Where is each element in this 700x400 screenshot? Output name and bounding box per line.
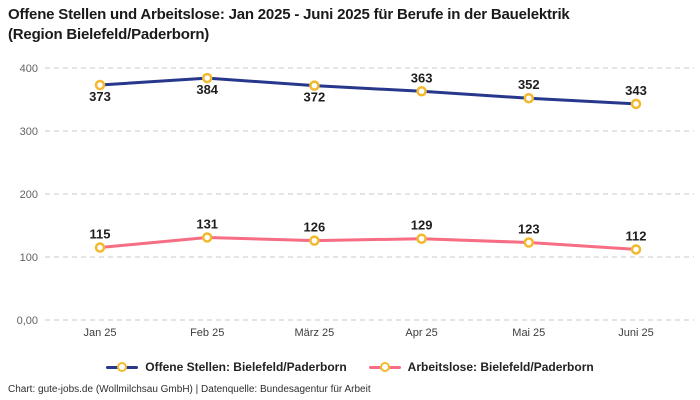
- x-axis-tick-jan-25: Jan 25: [83, 327, 116, 339]
- chart-title: Offene Stellen und Arbeitslose: Jan 2025…: [8, 5, 692, 45]
- legend-label-offene-stellen: Offene Stellen: Bielefeld/Paderborn: [145, 360, 347, 374]
- data-label-arbeitslose-bielefeld-paderborn-apr-25: 129: [411, 218, 433, 233]
- data-label-arbeitslose-bielefeld-paderborn-juni-25: 112: [626, 228, 647, 243]
- line-chart-plot-area: 400 300 200 100 0,00 Jan 25 Feb 25 März 25 Apr 2…: [17, 63, 694, 339]
- data-label-arbeitslose-bielefeld-paderborn-jan-25: 115: [90, 227, 111, 242]
- y-axis-tick-200: 200: [20, 189, 38, 201]
- data-label-offene-stellen-bielefeld-paderborn-m-rz-25: 372: [304, 90, 326, 105]
- x-axis-tick-m-rz-25: März 25: [295, 327, 335, 339]
- data-label-arbeitslose-bielefeld-paderborn-mai-25: 123: [518, 222, 540, 237]
- data-label-arbeitslose-bielefeld-paderborn-feb-25: 131: [196, 216, 218, 231]
- y-axis-tick-100: 100: [20, 252, 38, 264]
- data-label-offene-stellen-bielefeld-paderborn-apr-25: 363: [411, 70, 433, 85]
- data-label-offene-stellen-bielefeld-paderborn-mai-25: 352: [518, 77, 540, 92]
- legend-line-marker-offene-stellen-icon: [106, 361, 139, 373]
- legend-label-arbeitslose: Arbeitslose: Bielefeld/Paderborn: [407, 360, 594, 374]
- chart-title-line2: (Region Bielefeld/Paderborn): [8, 26, 210, 43]
- chart-title-line1: Offene Stellen und Arbeitslose: Jan 2025…: [8, 6, 570, 23]
- data-point-offene-stellen-bielefeld-paderborn-jan-25: [94, 79, 106, 91]
- data-label-offene-stellen-bielefeld-paderborn-jan-25: 373: [89, 89, 111, 104]
- legend-ring-offene-stellen: [117, 362, 128, 372]
- data-label-offene-stellen-bielefeld-paderborn-juni-25: 343: [625, 83, 647, 98]
- data-point-arbeitslose-bielefeld-paderborn-feb-25: [201, 232, 213, 243]
- data-point-offene-stellen-bielefeld-paderborn-mai-25: [523, 92, 535, 104]
- data-point-offene-stellen-bielefeld-paderborn-feb-25: [201, 72, 213, 84]
- data-point-arbeitslose-bielefeld-paderborn-m-rz-25: [309, 235, 320, 246]
- x-axis-tick-mai-25: Mai 25: [512, 327, 545, 339]
- x-axis-tick-apr-25: Apr 25: [405, 327, 437, 339]
- attribution-text: Chart: gute-jobs.de (Wollmilchsau GmbH) …: [8, 384, 371, 395]
- x-axis-tick-feb-25: Feb 25: [190, 327, 224, 339]
- data-point-offene-stellen-bielefeld-paderborn-m-rz-25: [309, 80, 320, 91]
- data-point-arbeitslose-bielefeld-paderborn-jan-25: [94, 242, 106, 253]
- legend-item-arbeitslose: Arbeitslose: Bielefeld/Paderborn: [368, 360, 594, 374]
- data-point-arbeitslose-bielefeld-paderborn-mai-25: [523, 237, 535, 248]
- x-axis-tick-juni-25: Juni 25: [618, 327, 653, 339]
- legend-ring-arbeitslose: [379, 362, 390, 372]
- legend-line-marker-arbeitslose-icon: [368, 361, 401, 373]
- data-label-arbeitslose-bielefeld-paderborn-m-rz-25: 126: [304, 220, 326, 235]
- data-point-offene-stellen-bielefeld-paderborn-apr-25: [416, 86, 427, 97]
- series-line-arbeitslose-bielefeld-paderborn: [98, 235, 638, 251]
- legend-item-offene-stellen: Offene Stellen: Bielefeld/Paderborn: [106, 360, 347, 374]
- data-point-arbeitslose-bielefeld-paderborn-juni-25: [630, 244, 642, 255]
- y-axis-tick-400: 400: [20, 63, 38, 75]
- data-point-arbeitslose-bielefeld-paderborn-apr-25: [416, 233, 427, 244]
- legend: Offene Stellen: Bielefeld/Paderborn Arbe…: [0, 360, 700, 374]
- data-point-offene-stellen-bielefeld-paderborn-juni-25: [630, 98, 642, 110]
- y-axis-tick-0-00: 0,00: [17, 315, 38, 327]
- series-line-offene-stellen-bielefeld-paderborn: [98, 76, 638, 106]
- data-label-offene-stellen-bielefeld-paderborn-feb-25: 384: [196, 82, 218, 97]
- y-axis-tick-300: 300: [20, 126, 38, 138]
